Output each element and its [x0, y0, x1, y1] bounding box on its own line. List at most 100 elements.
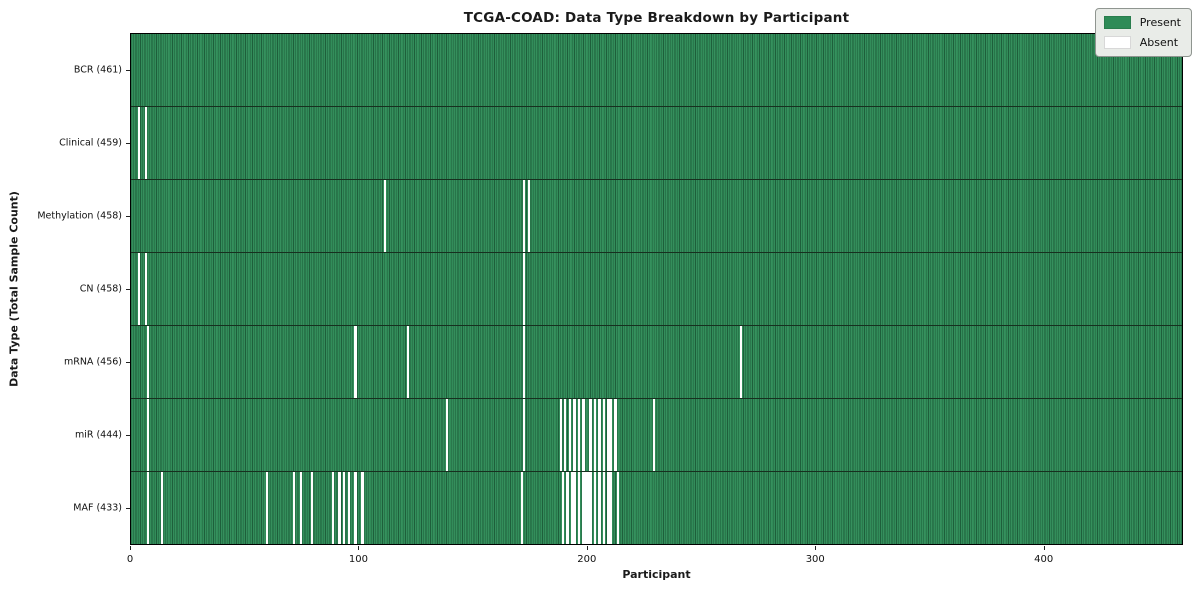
- y-tick-label: BCR (461): [73, 64, 122, 76]
- absent-cell: [566, 472, 569, 544]
- absent-cell: [406, 326, 410, 398]
- absent-cell: [564, 399, 567, 471]
- y-tick-mark: [126, 435, 130, 437]
- legend-item-present: Present: [1103, 16, 1181, 29]
- present-swatch-icon: [1103, 16, 1131, 29]
- x-tick-mark: [358, 546, 360, 550]
- x-axis-label: Participant: [622, 568, 691, 581]
- y-tick-mark: [126, 142, 130, 144]
- absent-cell: [265, 472, 268, 544]
- chart-title: TCGA-COAD: Data Type Breakdown by Partic…: [463, 10, 850, 26]
- absent-cell: [384, 180, 387, 252]
- y-tick-label: Clinical (459): [59, 137, 122, 149]
- absent-cell: [573, 472, 576, 544]
- absent-cell: [354, 472, 357, 544]
- absent-cell: [577, 399, 581, 471]
- absent-cell: [523, 180, 526, 252]
- absent-cell: [616, 472, 619, 544]
- absent-cell: [607, 472, 610, 544]
- absent-cell: [347, 472, 350, 544]
- x-tick-mark: [1043, 546, 1045, 550]
- absent-cell: [559, 399, 562, 471]
- absent-cell: [445, 399, 448, 471]
- absent-cell: [338, 472, 341, 544]
- absent-cell: [586, 472, 590, 544]
- heatmap-row-mrna: [131, 326, 1182, 399]
- y-tick-label: mRNA (456): [63, 356, 122, 368]
- absent-cell: [137, 253, 141, 325]
- absent-cell: [311, 472, 314, 544]
- absent-cell: [602, 472, 606, 544]
- x-tick-label: 300: [805, 554, 825, 565]
- x-tick-label: 0: [126, 554, 134, 565]
- absent-cell: [582, 399, 585, 471]
- heatmap-row-bcr: [131, 34, 1182, 107]
- absent-cell: [589, 399, 592, 471]
- absent-cell: [523, 326, 526, 398]
- absent-cell: [160, 472, 163, 544]
- absent-cell: [354, 326, 357, 398]
- absent-cell: [584, 472, 587, 544]
- absent-cell: [568, 399, 571, 471]
- absent-cell: [589, 472, 592, 544]
- y-tick-label: miR (444): [74, 429, 122, 441]
- absent-cell: [577, 472, 581, 544]
- legend: Present Absent: [1094, 8, 1192, 57]
- absent-cell: [598, 472, 601, 544]
- absent-cell: [343, 472, 346, 544]
- absent-cell: [144, 107, 147, 179]
- absent-cell: [144, 253, 147, 325]
- absent-cell: [593, 472, 597, 544]
- y-tick-label: MAF (433): [73, 502, 122, 514]
- heatmap-row-mir: [131, 399, 1182, 472]
- y-tick-mark: [126, 508, 130, 510]
- absent-cell: [607, 399, 610, 471]
- absent-cell: [299, 472, 302, 544]
- absent-cell: [602, 399, 606, 471]
- absent-cell: [582, 472, 585, 544]
- y-tick-mark: [126, 69, 130, 71]
- absent-cell: [739, 326, 742, 398]
- absent-cell: [527, 180, 530, 252]
- absent-cell: [146, 399, 150, 471]
- x-tick-label: 400: [1034, 554, 1054, 565]
- absent-cell: [292, 472, 296, 544]
- x-tick-mark: [586, 546, 588, 550]
- heatmap-row-cn: [131, 253, 1182, 326]
- legend-item-absent: Absent: [1103, 36, 1181, 49]
- y-tick-mark: [126, 289, 130, 290]
- absent-cell: [361, 472, 364, 544]
- absent-cell: [609, 399, 613, 471]
- absent-cell: [593, 399, 597, 471]
- y-tick-label: CN (458): [79, 283, 122, 295]
- absent-cell: [598, 399, 601, 471]
- x-tick-mark: [815, 546, 817, 550]
- absent-cell: [137, 107, 141, 179]
- absent-cell: [523, 253, 526, 325]
- heatmap-row-clinical: [131, 107, 1182, 180]
- y-tick-mark: [126, 215, 130, 217]
- absent-cell: [561, 472, 565, 544]
- heatmap-row-maf: [131, 472, 1182, 544]
- legend-label-present: Present: [1139, 16, 1181, 29]
- heatmap-plot-area: [130, 33, 1183, 545]
- heatmap-row-methylation: [131, 180, 1182, 253]
- x-tick-mark: [130, 546, 131, 550]
- absent-cell: [146, 472, 150, 544]
- absent-cell: [571, 472, 574, 544]
- absent-swatch-icon: [1103, 36, 1131, 49]
- legend-label-absent: Absent: [1139, 36, 1179, 49]
- absent-cell: [523, 399, 526, 471]
- absent-cell: [331, 472, 334, 544]
- y-tick-label: Methylation (458): [37, 210, 122, 222]
- x-tick-label: 200: [577, 554, 597, 565]
- absent-cell: [520, 472, 524, 544]
- absent-cell: [573, 399, 576, 471]
- absent-cell: [653, 399, 656, 471]
- y-tick-labels: BCR (461) Clinical (459) Methylation (458)…: [0, 33, 122, 545]
- absent-cell: [614, 399, 617, 471]
- x-tick-label: 100: [348, 554, 368, 565]
- absent-cell: [609, 472, 613, 544]
- y-tick-mark: [126, 362, 130, 364]
